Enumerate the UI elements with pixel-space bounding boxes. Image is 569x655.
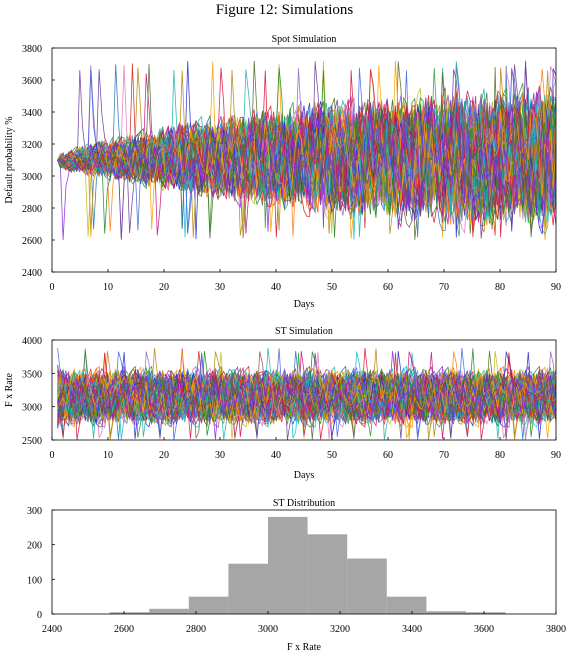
y-tick-label: 2500 — [22, 436, 42, 447]
x-tick-label: 80 — [495, 282, 505, 293]
series-path — [57, 108, 556, 230]
plot-frame — [51, 509, 557, 615]
chart-title: ST Distribution — [273, 498, 335, 509]
histogram-bar — [426, 611, 466, 614]
histogram-bar — [188, 596, 229, 614]
y-tick-label: 4000 — [22, 336, 42, 347]
x-tick-label: 80 — [495, 450, 505, 461]
x-tick-label: 0 — [50, 282, 55, 293]
x-tick-label: 90 — [551, 450, 561, 461]
y-tick-label: 2800 — [22, 204, 42, 215]
series-path — [57, 368, 556, 425]
x-tick-label: 40 — [271, 450, 281, 461]
plot-frame — [51, 339, 557, 441]
x-axis-label: Days — [294, 299, 315, 310]
x-tick-label: 90 — [551, 282, 561, 293]
series-path — [57, 369, 556, 439]
y-tick-label: 2600 — [22, 236, 42, 247]
plot-area — [57, 347, 556, 440]
y-tick-label: 2400 — [22, 268, 42, 279]
x-tick-label: 70 — [439, 450, 449, 461]
series-path — [57, 61, 556, 221]
series-path — [57, 351, 556, 429]
chart-title: Spot Simulation — [272, 34, 337, 45]
x-tick-label: 30 — [215, 282, 225, 293]
y-tick-label: 3000 — [22, 403, 42, 414]
x-axis-label: F x Rate — [287, 642, 321, 653]
x-tick-label: 70 — [439, 282, 449, 293]
x-tick-label: 0 — [50, 450, 55, 461]
series-path — [57, 96, 556, 213]
y-axis-label: F x Rate — [4, 372, 15, 406]
y-tick-label: 200 — [27, 541, 42, 552]
series-path — [57, 69, 556, 234]
series-path — [57, 350, 556, 439]
x-tick-label: 2600 — [114, 624, 134, 635]
y-tick-label: 0 — [37, 610, 42, 621]
y-tick-label: 3400 — [22, 108, 42, 119]
histogram-bar — [466, 612, 506, 614]
x-tick-label: 20 — [159, 450, 169, 461]
x-tick-label: 3400 — [402, 624, 422, 635]
y-tick-label: 3500 — [22, 369, 42, 380]
histogram-bar — [149, 608, 189, 614]
x-axis-label: Days — [294, 470, 315, 481]
x-tick-label: 50 — [327, 282, 337, 293]
series-path — [57, 67, 556, 215]
histogram-bar — [268, 516, 308, 614]
histogram-bar — [228, 563, 268, 614]
x-tick-label: 3200 — [330, 624, 350, 635]
histogram-bar — [386, 596, 427, 614]
series-path — [57, 365, 556, 437]
y-tick-label: 3800 — [22, 44, 42, 55]
x-tick-label: 2800 — [186, 624, 206, 635]
x-tick-label: 3800 — [546, 624, 566, 635]
x-tick-label: 3600 — [474, 624, 494, 635]
x-tick-label: 60 — [383, 282, 393, 293]
y-tick-label: 3600 — [22, 76, 42, 87]
chart-1: Spot Simulation 0 10 20 30 40 50 60 70 80 90 2400 26… — [4, 34, 561, 310]
series-path — [57, 348, 556, 437]
figure-title: Figure 12: Simulations — [215, 2, 354, 18]
x-tick-label: 10 — [103, 450, 113, 461]
plot-area — [109, 516, 506, 614]
chart-2: ST Simulation 0 10 20 30 40 50 60 70 80 90 2500 3000… — [4, 326, 561, 481]
plot-frame — [51, 47, 557, 273]
x-tick-label: 3000 — [258, 624, 278, 635]
x-tick-label: 30 — [215, 450, 225, 461]
series-path — [57, 64, 556, 240]
series-path — [57, 92, 556, 238]
y-tick-label: 300 — [27, 506, 42, 517]
histogram-bar — [109, 612, 150, 614]
plot-area — [57, 60, 556, 240]
y-tick-label: 100 — [27, 575, 42, 586]
x-tick-label: 40 — [271, 282, 281, 293]
series-path — [57, 352, 556, 424]
histogram-bar — [307, 534, 348, 614]
x-tick-label: 50 — [327, 450, 337, 461]
x-tick-label: 2400 — [42, 624, 62, 635]
series-path — [57, 96, 556, 232]
x-tick-label: 10 — [103, 282, 113, 293]
y-tick-label: 3000 — [22, 172, 42, 183]
x-tick-label: 60 — [383, 450, 393, 461]
y-tick-label: 3200 — [22, 140, 42, 151]
y-axis-label: Default probability % — [4, 116, 15, 203]
x-tick-label: 20 — [159, 282, 169, 293]
chart-title: ST Simulation — [275, 326, 333, 337]
histogram-bar — [347, 558, 387, 614]
